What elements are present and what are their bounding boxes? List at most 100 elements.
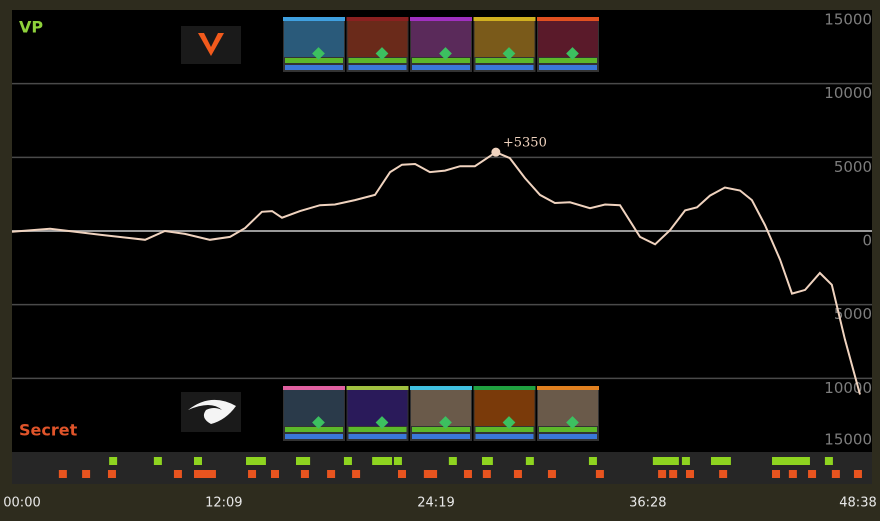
hero-mana <box>285 65 343 70</box>
hero-health <box>348 58 407 63</box>
hero-color-bar <box>537 386 599 390</box>
event-marker <box>200 470 209 478</box>
event-marker <box>710 457 719 465</box>
hero-image <box>411 21 471 57</box>
hero-mana <box>348 65 407 70</box>
event-marker <box>82 470 91 478</box>
team-name: Secret <box>19 421 78 440</box>
event-marker <box>429 470 438 478</box>
vp-logo <box>198 33 224 56</box>
hero-health <box>475 427 534 432</box>
event-marker <box>652 457 661 465</box>
event-marker <box>595 470 604 478</box>
event-marker <box>343 457 352 465</box>
event-marker <box>327 470 336 478</box>
event-marker <box>448 457 457 465</box>
event-marker <box>658 470 667 478</box>
event-marker <box>107 470 116 478</box>
event-marker <box>397 470 406 478</box>
event-marker <box>513 470 522 478</box>
hero-mana <box>285 434 343 439</box>
event-marker <box>393 457 402 465</box>
hero-image <box>474 390 535 426</box>
event-marker <box>193 457 202 465</box>
hero-health <box>285 58 343 63</box>
hero-health <box>412 58 470 63</box>
hero-color-bar <box>346 386 409 390</box>
hero-mana <box>475 65 534 70</box>
hero-health <box>412 427 470 432</box>
x-tick-label: 00:00 <box>3 496 40 511</box>
event-marker <box>824 457 833 465</box>
hero-color-bar <box>346 17 409 21</box>
hero-color-bar <box>473 386 536 390</box>
event-marker <box>246 457 255 465</box>
hero-mana <box>539 65 597 70</box>
hero-color-bar <box>283 17 345 21</box>
hero-image <box>347 390 408 426</box>
event-marker <box>173 470 182 478</box>
event-marker <box>352 470 361 478</box>
hero-health <box>475 58 534 63</box>
hero-health <box>285 427 343 432</box>
hero-image <box>284 21 344 57</box>
event-marker <box>801 457 810 465</box>
hero-icon <box>375 47 389 60</box>
hero-health <box>539 427 597 432</box>
event-marker <box>257 457 266 465</box>
y-tick-label: 10000 <box>824 379 872 397</box>
x-tick-label: 48:38 <box>839 496 876 511</box>
event-marker <box>783 457 792 465</box>
hero-mana <box>412 434 470 439</box>
hero-image <box>284 390 344 426</box>
event-marker <box>295 457 304 465</box>
event-marker <box>669 470 678 478</box>
peak-marker <box>491 147 501 157</box>
event-marker <box>302 457 311 465</box>
event-marker <box>778 457 787 465</box>
event-marker <box>372 457 381 465</box>
event-marker <box>685 470 694 478</box>
event-marker <box>547 470 556 478</box>
y-tick-label: 5000 <box>834 158 872 176</box>
hero-icon <box>312 47 325 60</box>
event-marker <box>665 457 674 465</box>
event-strip <box>12 452 872 484</box>
hero-image <box>538 390 598 426</box>
hero-image <box>538 21 598 57</box>
hero-color-bar <box>473 17 536 21</box>
event-marker <box>808 470 817 478</box>
x-tick-label: 24:19 <box>417 496 454 511</box>
event-marker <box>790 457 799 465</box>
event-marker <box>207 470 216 478</box>
event-marker <box>658 457 667 465</box>
event-marker <box>377 457 386 465</box>
hero-health <box>348 427 407 432</box>
event-marker <box>772 457 781 465</box>
event-marker <box>717 457 726 465</box>
team-logo <box>181 26 241 64</box>
team-name: VP <box>19 18 43 37</box>
event-marker <box>463 470 472 478</box>
hero-color-bar <box>410 17 472 21</box>
event-marker <box>588 457 597 465</box>
event-marker <box>271 470 280 478</box>
event-marker <box>252 457 261 465</box>
hero-color-bar <box>410 386 472 390</box>
event-marker <box>796 457 805 465</box>
event-marker <box>484 457 493 465</box>
event-marker <box>772 470 781 478</box>
hero-mana <box>412 65 470 70</box>
event-marker <box>525 457 534 465</box>
x-tick-label: 12:09 <box>205 496 242 511</box>
event-marker <box>722 457 731 465</box>
event-marker <box>788 470 797 478</box>
event-marker <box>109 457 118 465</box>
x-tick-label: 36:28 <box>629 496 666 511</box>
event-marker <box>193 470 202 478</box>
event-marker <box>670 457 679 465</box>
event-marker <box>831 470 840 478</box>
event-marker <box>58 470 67 478</box>
hero-image <box>411 390 471 426</box>
